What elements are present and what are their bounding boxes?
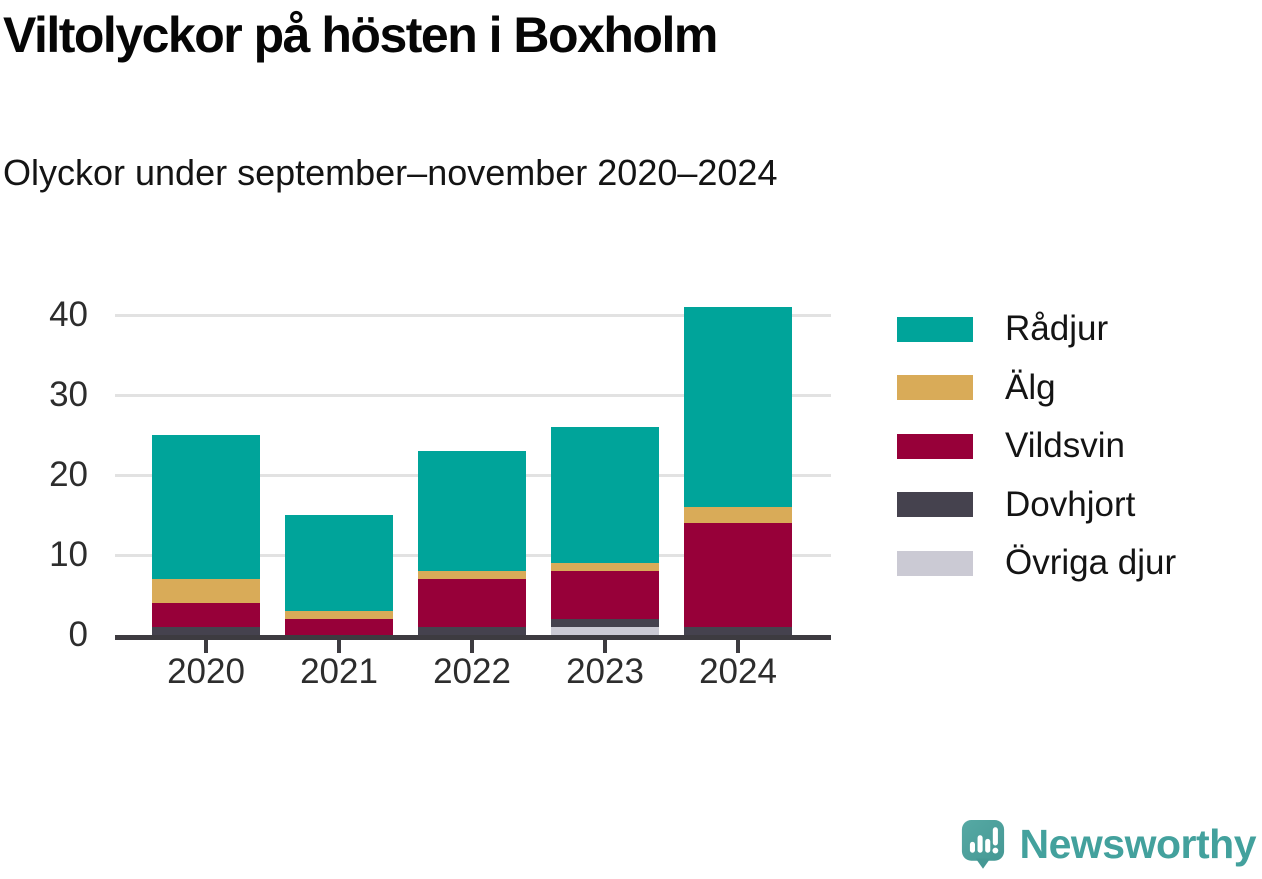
bar-2024-rådjur [684, 307, 792, 507]
brand-footer: Newsworthy [959, 818, 1257, 870]
bar-2023-dovhjort [551, 619, 659, 627]
legend-swatch-icon [897, 550, 973, 576]
legend: Rådjur Älg Vildsvin Dovhjort Övriga djur [897, 300, 1176, 593]
y-tick-label-0: 0 [68, 615, 88, 654]
x-tick-label-2023: 2023 [566, 652, 644, 691]
bar-2022-vildsvin [418, 579, 526, 627]
bar-2023-övriga-djur [551, 627, 659, 635]
bar-2022-älg [418, 571, 526, 579]
bar-2022-rådjur [418, 451, 526, 571]
x-tick-label-2020: 2020 [167, 652, 245, 691]
bar-2023-vildsvin [551, 571, 659, 619]
legend-label: Rådjur [1005, 309, 1109, 349]
stacked-bar-chart: 0 10 20 30 40 2020 2021 2022 2023 2024 [0, 295, 880, 720]
legend-label: Dovhjort [1005, 484, 1136, 524]
legend-item-vildsvin: Vildsvin [897, 417, 1176, 476]
bar-2024-dovhjort [684, 627, 792, 635]
bar-2020-älg [152, 579, 260, 603]
x-tick-2021 [337, 640, 341, 653]
x-axis-line [115, 635, 831, 640]
legend-swatch-icon [897, 375, 973, 401]
x-tick-2023 [603, 640, 607, 653]
x-tick-2022 [470, 640, 474, 653]
bar-2021-vildsvin [285, 619, 393, 635]
legend-swatch-icon [897, 492, 973, 518]
x-tick-label-2021: 2021 [300, 652, 378, 691]
legend-item-rådjur: Rådjur [897, 300, 1176, 359]
bar-2023-älg [551, 563, 659, 571]
y-tick-label-30: 30 [49, 375, 88, 414]
bar-2020-dovhjort [152, 627, 260, 635]
x-tick-label-2024: 2024 [699, 652, 777, 691]
legend-item-övriga-djur: Övriga djur [897, 534, 1176, 593]
page-title: Viltolyckor på hösten i Boxholm [3, 7, 718, 63]
gridline-30 [115, 394, 831, 397]
bar-2021-rådjur [285, 515, 393, 611]
bar-2024-älg [684, 507, 792, 523]
legend-label: Älg [1005, 367, 1056, 407]
y-tick-label-40: 40 [49, 295, 88, 334]
legend-swatch-icon [897, 316, 973, 342]
plot-area [115, 300, 831, 635]
legend-item-dovhjort: Dovhjort [897, 476, 1176, 535]
y-tick-label-10: 10 [49, 535, 88, 574]
legend-label: Övriga djur [1005, 543, 1177, 583]
bar-2020-vildsvin [152, 603, 260, 627]
legend-item-älg: Älg [897, 359, 1176, 418]
y-tick-label-20: 20 [49, 455, 88, 494]
legend-swatch-icon [897, 433, 973, 459]
page-subtitle: Olyckor under september–november 2020–20… [3, 152, 778, 193]
gridline-40 [115, 314, 831, 317]
brand-name: Newsworthy [1019, 820, 1257, 867]
y-axis: 0 10 20 30 40 [0, 295, 88, 654]
bar-2024-vildsvin [684, 523, 792, 627]
bar-2021-älg [285, 611, 393, 619]
bar-2020-rådjur [152, 435, 260, 579]
x-tick-2020 [204, 640, 208, 653]
x-tick-2024 [736, 640, 740, 653]
legend-label: Vildsvin [1005, 426, 1125, 466]
bar-2023-rådjur [551, 427, 659, 563]
newsworthy-logo-icon [961, 820, 1004, 869]
bar-2022-dovhjort [418, 627, 526, 635]
x-tick-label-2022: 2022 [433, 652, 511, 691]
